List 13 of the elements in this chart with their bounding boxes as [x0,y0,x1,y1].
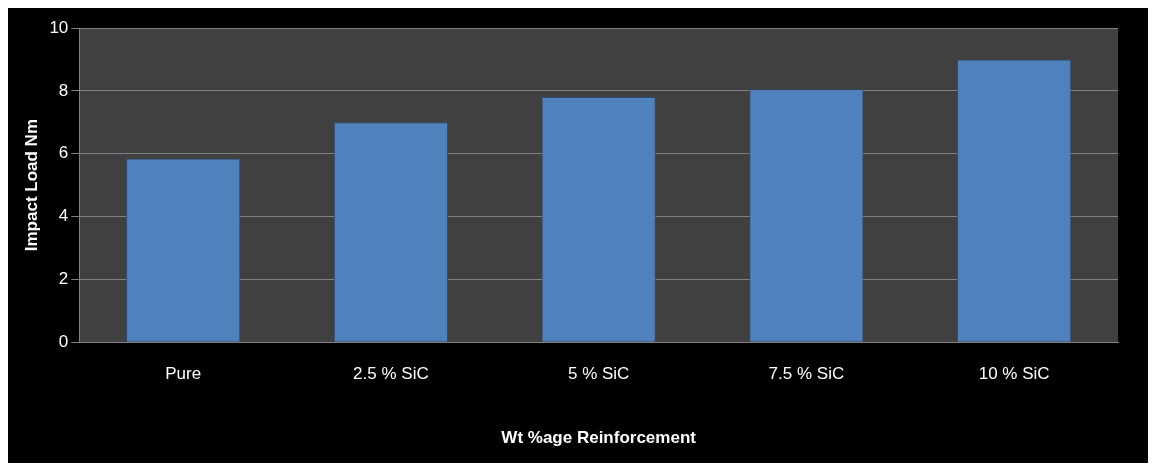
x-tick-label: Pure [165,364,202,384]
x-axis-title: Wt %age Reinforcement [501,428,697,448]
y-tick-label: 2 [58,269,69,289]
y-axis-title: Impact Load Nm [21,118,41,252]
y-tick-label: 6 [58,143,69,163]
y-tick-label: 4 [58,206,69,226]
y-tick-label: 0 [58,331,69,351]
y-tick-label: 8 [58,80,69,100]
x-tick-label: 5 % SiC [567,364,630,384]
x-tick-label: 2.5 % SiC [353,364,429,384]
x-tick-label: 7.5 % SiC [768,364,845,384]
y-tick-label: 10 [49,17,69,37]
x-tick-label: 10 % SiC [978,364,1050,384]
